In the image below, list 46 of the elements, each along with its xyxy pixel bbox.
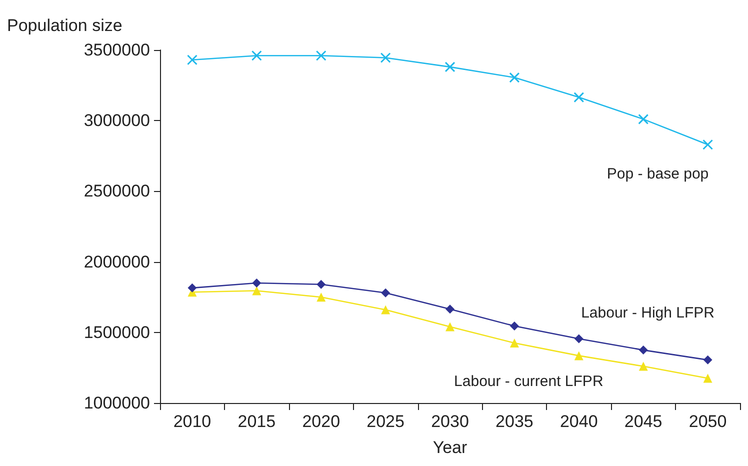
point [703,355,712,364]
y-tick-label: 1000000 [84,394,150,412]
point [702,139,714,150]
point [444,62,456,72]
x-tick-label: 2050 [688,412,727,431]
x-tick-label: 2030 [431,412,469,431]
point [186,54,198,66]
y-tick-label: 3000000 [84,111,150,130]
x-tick-label: 2035 [496,412,534,431]
point [252,286,262,296]
point [316,280,326,289]
point [381,288,390,298]
point [380,52,391,64]
y-tick-label: 2000000 [84,252,150,272]
point [252,278,262,288]
series-label: Labour - current LFPR [454,372,604,390]
point [251,50,262,61]
x-tick-label: 2045 [624,412,662,431]
point [381,305,390,314]
point [703,374,712,383]
y-tick-label: 2500000 [84,182,150,201]
point [446,322,454,332]
point [510,322,519,331]
x-tick-label: 2010 [173,412,212,431]
point [509,72,520,83]
y-axis-title: Population size [7,16,122,35]
point [638,114,649,124]
y-tick-label: 1500000 [84,322,150,342]
x-axis-title: Year [432,438,468,457]
point [446,304,454,314]
point [316,292,326,302]
y-tick-label: 3500000 [84,40,150,60]
series-label: Pop - base pop [606,166,709,183]
x-tick-label: 2015 [238,412,276,431]
point [510,338,519,348]
point [316,50,326,61]
point [188,283,197,292]
point [574,351,584,360]
x-tick-label: 2020 [302,412,340,431]
x-tick-label: 2040 [560,412,598,431]
point [574,334,584,344]
point [574,92,584,103]
x-tick-label: 2025 [366,412,404,431]
point [638,346,648,355]
series-label: Labour - High LFPR [581,304,715,322]
point [638,362,648,371]
